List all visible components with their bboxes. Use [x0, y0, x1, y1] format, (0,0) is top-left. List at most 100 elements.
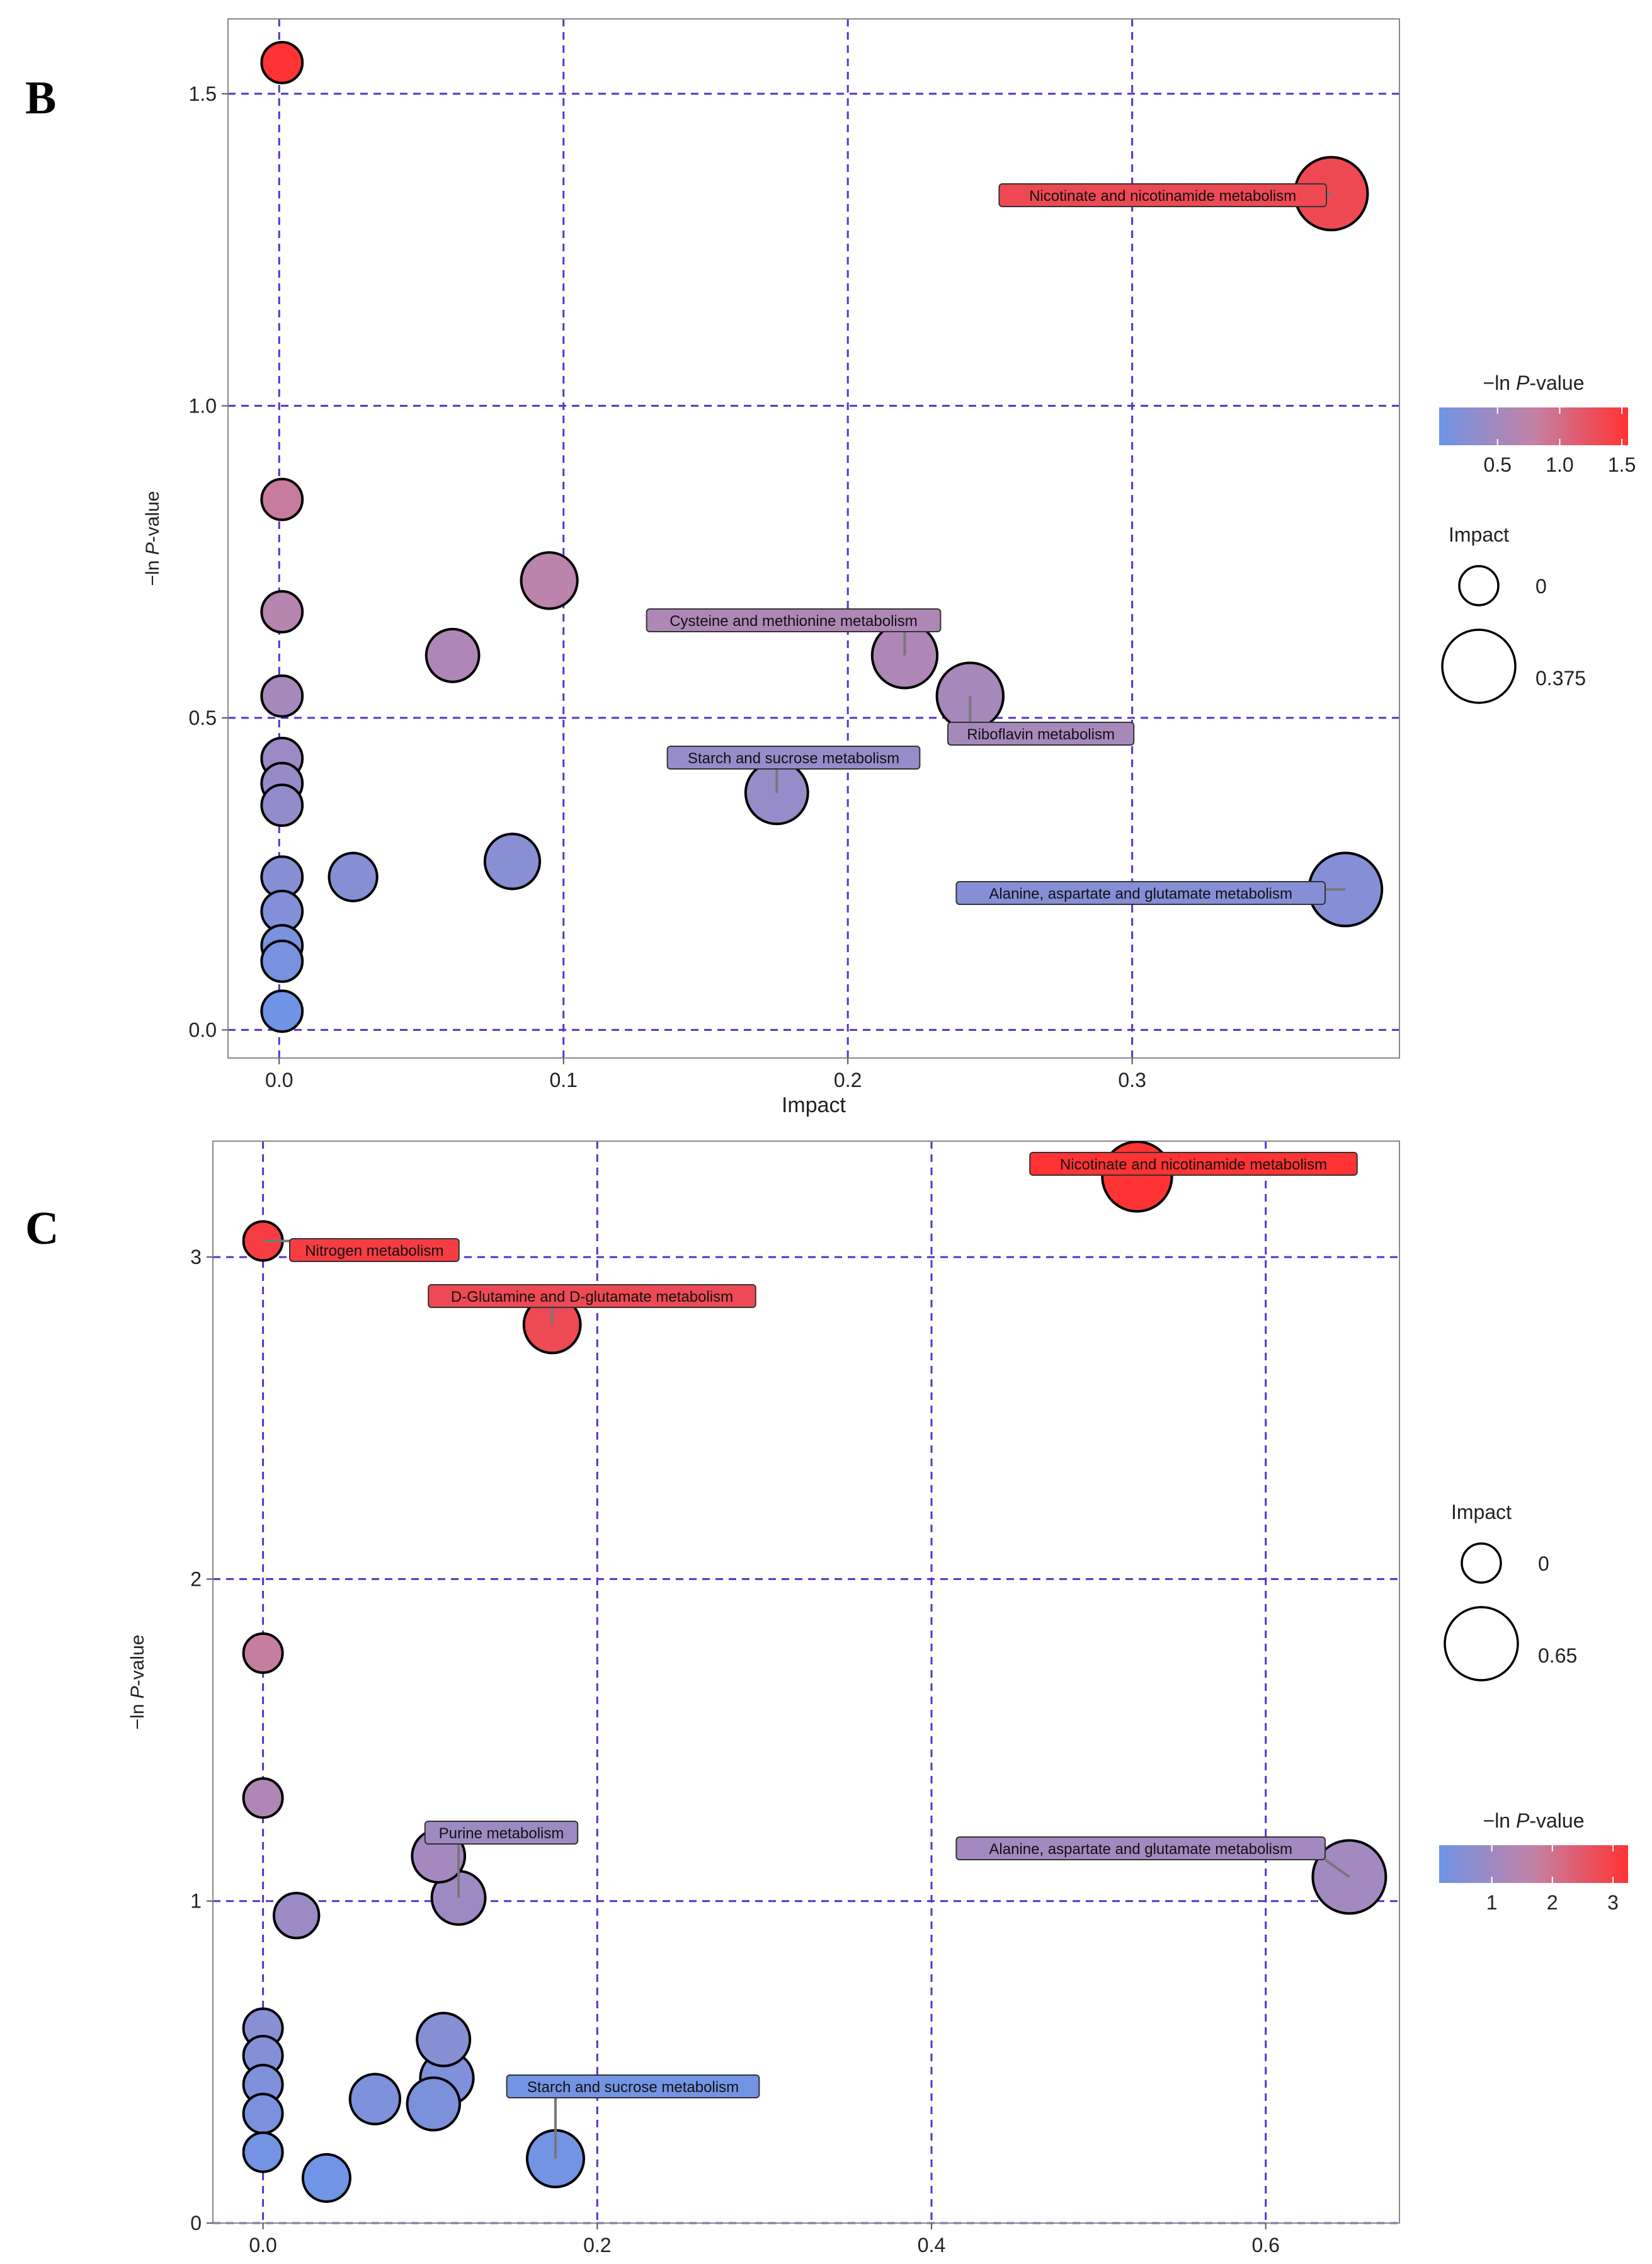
chart-b: 0.0 0.1 0.2 0.3 0.0 0.5 1.0 1.5 Impact −ln P-valu…	[142, 18, 1636, 1117]
point-label: Alanine, aspartate and glutamate metabol…	[989, 885, 1292, 902]
color-legend-bar	[1439, 407, 1628, 445]
x-tick-label: 0.2	[583, 2234, 611, 2256]
points	[242, 1141, 1387, 2203]
size-legend-title: Impact	[1451, 1501, 1512, 1523]
panel-letter-b: B	[25, 72, 56, 124]
size-legend: Impact 0 0.65	[1444, 1501, 1577, 1681]
point-label-box	[955, 1836, 1326, 1860]
data-point	[301, 2153, 351, 2203]
point-label-box	[998, 183, 1327, 207]
point-label: Riboflavin metabolism	[967, 726, 1115, 743]
x-tick-label: 0.1	[549, 1069, 577, 1091]
x-axis-label: Impact	[774, 2258, 839, 2261]
size-legend-label: 0	[1535, 575, 1547, 598]
data-point	[260, 940, 304, 983]
size-legend-label: 0	[1538, 1552, 1549, 1575]
size-legend-label: 0.65	[1538, 1644, 1577, 1667]
data-point	[483, 833, 542, 890]
x-axis: 0.0 0.2 0.4 0.6	[249, 2223, 1280, 2256]
data-point	[242, 2093, 284, 2135]
data-point	[272, 1891, 321, 1940]
point-label: Nitrogen metabolism	[305, 1243, 443, 1260]
size-legend-label: 0.375	[1535, 667, 1586, 690]
x-tick-label: 0.0	[265, 1069, 293, 1091]
point-label-box	[947, 722, 1135, 746]
color-legend-title: −ln P-value	[1483, 372, 1585, 394]
color-legend-bar	[1439, 1845, 1628, 1883]
panel-letter-c: C	[25, 1203, 59, 1254]
point-labels: Nitrogen metabolism Nicotinate and nicoti…	[263, 1152, 1358, 2159]
color-legend-tick-label: 0.5	[1484, 453, 1512, 476]
point-label: Alanine, aspartate and glutamate metabol…	[989, 1841, 1292, 1858]
plot-frame	[212, 1141, 1400, 2224]
size-legend-circle	[1458, 565, 1500, 606]
data-point	[260, 989, 304, 1033]
y-tick-label: 1.5	[189, 82, 217, 105]
point-label: Purine metabolism	[439, 1825, 564, 1842]
y-tick-label: 2	[190, 1567, 202, 1590]
y-axis-label: −ln P-value	[127, 1635, 148, 1730]
y-tick-label: 1.0	[189, 394, 217, 417]
y-tick-label: 0	[190, 2212, 202, 2234]
y-axis-label: −ln P-value	[142, 491, 163, 586]
color-legend: −ln P-value 1 2 3	[1439, 1809, 1628, 1914]
color-legend-tick-label: 2	[1547, 1891, 1558, 1914]
data-point	[424, 627, 481, 683]
size-legend-title: Impact	[1449, 523, 1509, 546]
data-point	[242, 1632, 284, 1674]
data-point	[260, 783, 304, 828]
data-point	[416, 2011, 472, 2068]
color-legend-tick-label: 1.0	[1546, 453, 1573, 476]
y-tick-label: 0.5	[189, 707, 217, 729]
points	[260, 40, 1384, 1033]
size-legend: Impact 0 0.375	[1441, 523, 1586, 704]
point-label-box	[955, 881, 1326, 905]
x-tick-label: 0.6	[1251, 2234, 1279, 2256]
plot-frame	[227, 18, 1400, 1059]
size-legend-circle	[1444, 1606, 1519, 1681]
grid-lines	[213, 1141, 1399, 2224]
point-labels: Nicotinate and nicotinamide metabolism St…	[646, 183, 1346, 905]
point-label-box	[424, 1821, 579, 1845]
label-leader	[1324, 1858, 1350, 1878]
data-point	[260, 590, 304, 634]
point-label: Starch and sucrose metabolism	[527, 2079, 739, 2096]
chart-c: 0.0 0.2 0.4 0.6 0 1 2 3 Impact −ln P-value Nitroge…	[127, 1141, 1628, 2264]
x-tick-label: 0.2	[834, 1069, 862, 1091]
data-point	[260, 40, 304, 84]
y-axis: 0.0 0.5 1.0 1.5	[189, 82, 228, 1041]
x-axis-label: Impact	[782, 1093, 846, 1117]
color-legend-title: −ln P-value	[1483, 1809, 1585, 1832]
color-legend: −ln P-value 0.5 1.0 1.5	[1439, 372, 1636, 476]
y-axis: 0 1 2 3	[190, 1246, 213, 2234]
point-label: Nicotinate and nicotinamide metabolism	[1060, 1156, 1327, 1173]
data-point	[242, 1777, 284, 1819]
point-label: D-Glutamine and D-glutamate metabolism	[451, 1288, 733, 1305]
data-point	[406, 2076, 461, 2132]
data-point	[260, 674, 304, 718]
y-tick-label: 0.0	[189, 1018, 217, 1041]
data-point	[348, 2073, 402, 2125]
point-label-box	[506, 2074, 760, 2098]
size-legend-circle	[1441, 629, 1517, 704]
data-point	[260, 477, 304, 521]
x-tick-label: 0.3	[1118, 1069, 1146, 1091]
color-legend-tick-label: 1	[1486, 1891, 1498, 1914]
x-tick-label: 0.0	[249, 2234, 276, 2256]
color-legend-tick-label: 3	[1607, 1891, 1619, 1914]
x-tick-label: 0.4	[918, 2234, 945, 2256]
data-point	[328, 851, 379, 902]
point-label-box	[646, 608, 942, 632]
size-legend-circle	[1461, 1542, 1502, 1584]
point-label: Cysteine and methionine metabolism	[669, 613, 918, 630]
point-label-box	[1029, 1152, 1358, 1176]
point-label-box	[289, 1238, 460, 1262]
point-label-box	[666, 746, 921, 770]
y-tick-label: 3	[190, 1246, 202, 1268]
x-axis: 0.0 0.1 0.2 0.3	[265, 1058, 1146, 1091]
data-point	[520, 551, 579, 610]
point-label: Starch and sucrose metabolism	[688, 750, 899, 767]
point-label-box	[428, 1284, 756, 1308]
data-point	[242, 2131, 284, 2173]
